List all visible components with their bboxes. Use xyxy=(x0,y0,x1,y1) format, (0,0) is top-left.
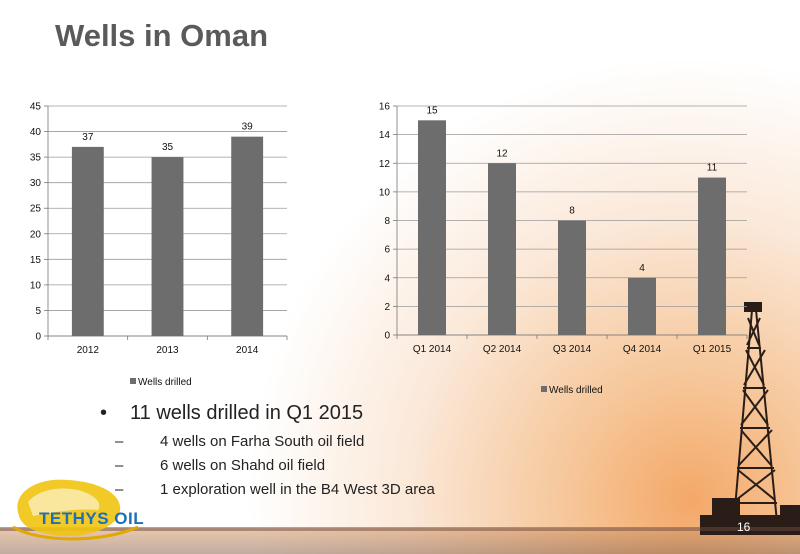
dash-marker: – xyxy=(115,457,124,474)
slide-title: Wells in Oman xyxy=(55,18,269,53)
sub-bullet-text: 6 wells on Shahd oil field xyxy=(160,457,326,474)
dash-marker: – xyxy=(115,433,124,450)
sub-bullet-text: 4 wells on Farha South oil field xyxy=(160,433,365,450)
sub-bullet: – 6 wells on Shahd oil field xyxy=(100,457,435,474)
bullet-main: • 11 wells drilled in Q1 2015 xyxy=(100,402,435,425)
bullet-main-text: 11 wells drilled in Q1 2015 xyxy=(130,402,364,424)
bullet-list: • 11 wells drilled in Q1 2015 – 4 wells … xyxy=(100,402,435,505)
tethys-logo-globe xyxy=(12,479,139,541)
bullet-dot: • xyxy=(100,402,108,424)
logo-text: TETHYS OIL xyxy=(39,509,145,528)
sub-bullet: – 1 exploration well in the B4 West 3D a… xyxy=(100,481,435,498)
page-number: 16 xyxy=(737,520,751,534)
sub-bullet-text: 1 exploration well in the B4 West 3D are… xyxy=(160,481,435,498)
sub-bullet: – 4 wells on Farha South oil field xyxy=(100,433,435,450)
dash-marker: – xyxy=(115,481,124,498)
oil-rig-silhouette xyxy=(732,309,779,533)
